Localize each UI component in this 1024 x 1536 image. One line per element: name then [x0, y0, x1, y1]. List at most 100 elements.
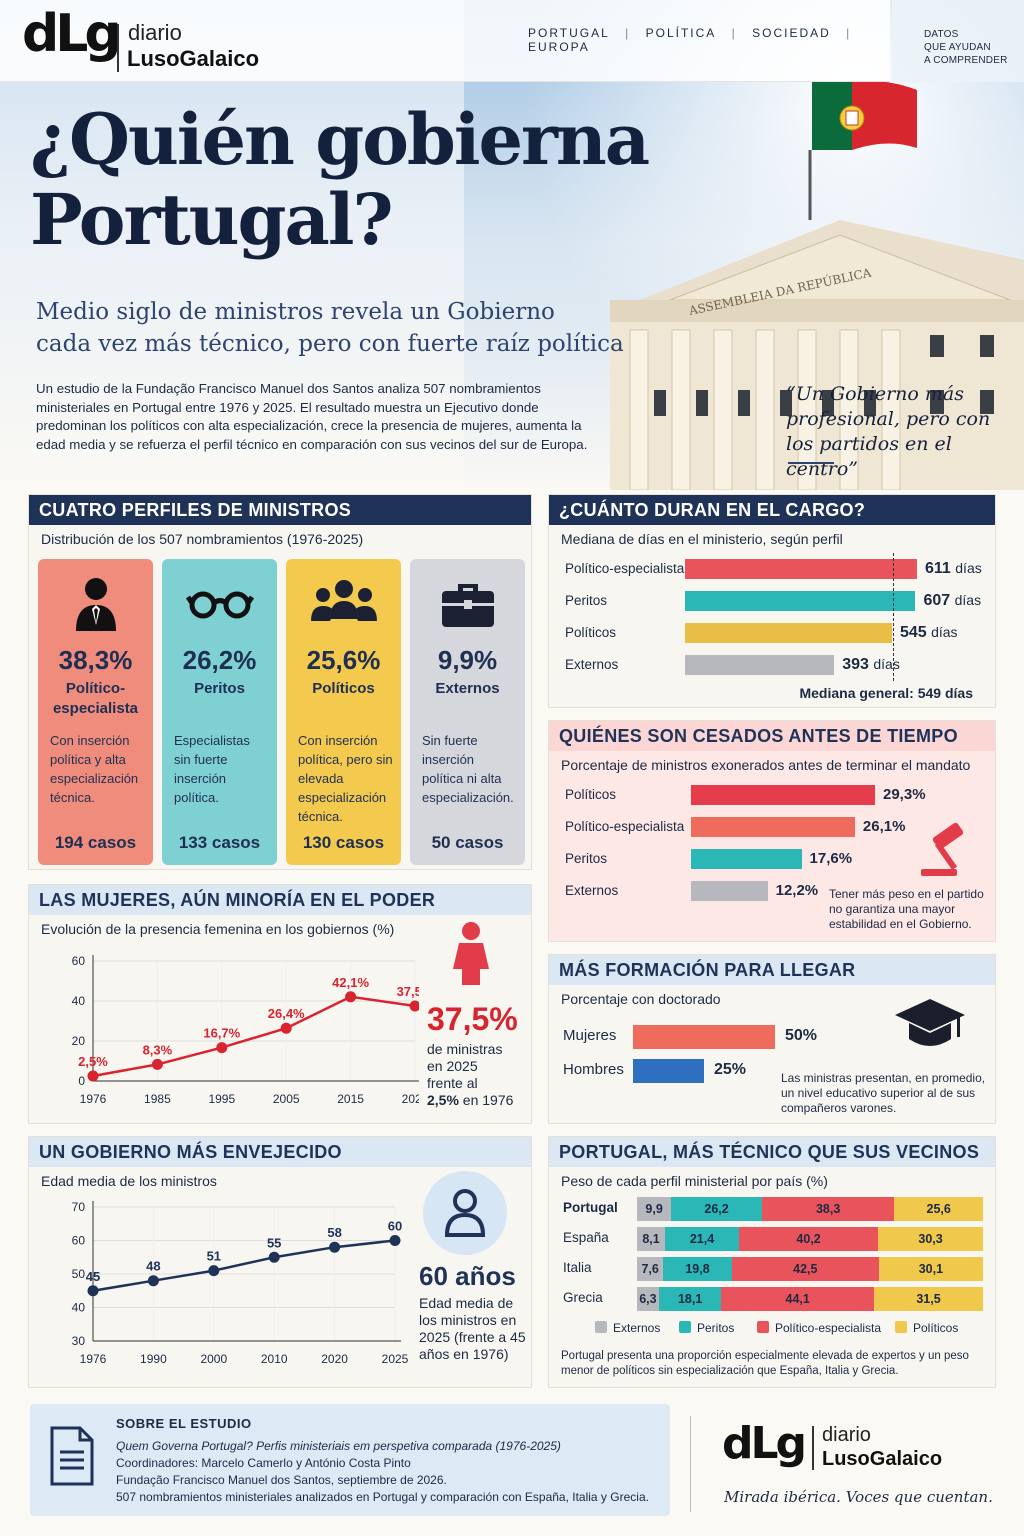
education-bar-label: Mujeres: [563, 1027, 617, 1044]
legend-item: Político-especialista: [757, 1321, 881, 1335]
stack-segment: 19,8: [663, 1257, 732, 1281]
dismissed-bar-value: 12,2%: [775, 882, 819, 899]
tenure-bar-value: 611 días: [925, 560, 982, 577]
top-bar: dLg diario LusoGalaico PORTUGAL | POLÍTI…: [0, 0, 890, 82]
study-title: Quem Governa Portugal? Perfis ministeria…: [116, 1439, 561, 1453]
legend-item: Peritos: [679, 1321, 734, 1335]
age-point: [268, 1251, 280, 1263]
legend-item: Externos: [595, 1321, 660, 1335]
footer-logo-word-bottom: LusoGalaico: [822, 1448, 943, 1470]
group-icon: [286, 573, 401, 633]
tenure-bar-label: Políticos: [565, 625, 617, 640]
footer-logo-mark: dLg: [722, 1418, 807, 1469]
logo-mark: dLg: [22, 4, 122, 64]
age-x-tick-label: 2000: [200, 1352, 227, 1366]
neighbors-note: Portugal presenta una proporción especia…: [561, 1350, 969, 1377]
age-subheading: Edad media de los ministros: [41, 1173, 217, 1189]
footer-logo-word-top: diario: [822, 1424, 871, 1446]
women-text-line: de ministras: [427, 1041, 503, 1057]
nav-item-europa[interactable]: EUROPA: [528, 40, 590, 54]
stack-segment: 44,1: [721, 1287, 874, 1311]
person-icon: [444, 1189, 486, 1237]
tenure-bar: [685, 623, 892, 643]
dismissed-subheading: Porcentaje de ministros exonerados antes…: [561, 757, 971, 773]
profile-percentage: 38,3%: [58, 645, 133, 675]
tenure-bar-label: Externos: [565, 657, 619, 672]
nav-item-portugal[interactable]: PORTUGAL: [528, 26, 610, 40]
profile-cases: 133 casos: [178, 833, 261, 852]
women-point: [409, 1000, 419, 1012]
tenure-median-line: [893, 553, 895, 681]
gavel-icon: [921, 822, 964, 876]
footer-motto: Mirada ibérica. Voces que cuentan.: [724, 1488, 993, 1506]
women-point: [345, 991, 357, 1003]
profile-percentage: 25,6%: [306, 645, 381, 675]
legend-label: Político-especialista: [775, 1321, 882, 1335]
age-data-label: 51: [207, 1249, 221, 1264]
profile-cases: 50 casos: [431, 833, 504, 852]
tagline-line: A COMPRENDER: [924, 55, 1008, 66]
tenure-bar-value: 607 días: [923, 592, 982, 609]
women-x-tick-label: 1976: [80, 1092, 107, 1106]
tenure-bar: [685, 655, 835, 675]
age-y-tick-label: 30: [72, 1334, 86, 1348]
age-x-tick-label: 2020: [321, 1352, 348, 1366]
age-panel: UN GOBIERNO MÁS ENVEJECIDO Edad media de…: [28, 1136, 532, 1388]
age-data-label: 58: [327, 1225, 341, 1240]
nav-item-sociedad[interactable]: SOCIEDAD: [752, 26, 831, 40]
education-panel: MÁS FORMACIÓN PARA LLEGAR Porcentaje con…: [548, 954, 996, 1124]
stack-country-label: Grecia: [563, 1290, 603, 1305]
study-coordinators: Coordinadores: Marcelo Camerlo y António…: [116, 1456, 411, 1470]
profile-name: Externos: [435, 680, 500, 697]
women-big-stat: 37,5%: [427, 1001, 518, 1037]
stack-segment: 21,4: [665, 1227, 740, 1251]
nav-item-politica[interactable]: POLÍTICA: [645, 26, 717, 40]
neighbors-panel: PORTUGAL, MÁS TÉCNICO QUE SUS VECINOS Pe…: [548, 1136, 996, 1388]
stack-country-label: Italia: [563, 1260, 592, 1275]
tenure-bar-label: Peritos: [565, 593, 608, 608]
tenure-bar-unit: días: [931, 624, 958, 640]
education-bar-label: Hombres: [563, 1061, 624, 1078]
stack-segment: 30,1: [878, 1257, 983, 1281]
profile-description: Especialistas sin fuerte inserción polít…: [174, 733, 250, 805]
tenure-heading: ¿CUÁNTO DURAN EN EL CARGO?: [549, 495, 995, 525]
profile-card: 26,2% Peritos Especialistas sin fuerte ins…: [162, 559, 277, 865]
age-point: [87, 1285, 99, 1297]
women-data-label: 37,5%: [397, 984, 419, 999]
age-line-chart: 30 40 50 60 70 1976 1990 2000 2010 2020 2025 45 48 51…: [72, 1200, 409, 1366]
age-point: [389, 1235, 401, 1246]
subtitle-line-2: cada vez más técnico, pero con fuerte ra…: [36, 331, 624, 357]
stack-country-label: Portugal: [563, 1200, 618, 1215]
legend-item: Políticos: [895, 1321, 958, 1335]
stack-segment: 42,5: [731, 1257, 879, 1281]
profiles-panel: CUATRO PERFILES DE MINISTROS Distribució…: [28, 494, 532, 870]
intro-paragraph: Un estudio de la Fundação Francisco Manu…: [36, 381, 588, 452]
women-x-tick-label: 1985: [144, 1092, 171, 1106]
logo-word-bottom: LusoGalaico: [127, 46, 260, 71]
women-data-label: 8,3%: [143, 1042, 173, 1057]
age-x-tick-label: 1990: [140, 1352, 167, 1366]
quote-underline: [788, 462, 834, 464]
footer-logo-divider: [812, 1426, 814, 1470]
nav-menu: PORTUGAL | POLÍTICA | SOCIEDAD | EUROPA: [528, 26, 890, 54]
education-note: Las ministras presentan, en promedio, un…: [781, 1071, 986, 1115]
education-bar: [633, 1025, 775, 1049]
stack-segment: 38,3: [761, 1197, 895, 1221]
profile-name: Políticos: [312, 680, 375, 697]
person-icon-circle: [423, 1171, 507, 1255]
women-stat-text: de ministras en 2025 frente al 2,5% en 1…: [427, 1041, 513, 1109]
title-line-2: Portugal?: [30, 178, 393, 261]
dismissed-bar-label: Políticos: [565, 787, 617, 802]
age-x-tick-label: 2025: [382, 1352, 409, 1366]
dismissed-bar: [691, 849, 802, 869]
profile-card: 9,9% Externos Sin fuerte inserción polític…: [410, 559, 525, 865]
age-data-label: 60: [388, 1219, 402, 1234]
page-subtitle: Medio siglo de ministros revela un Gobie…: [36, 296, 646, 360]
women-text-line: en 2025: [427, 1058, 478, 1074]
age-y-tick-label: 50: [72, 1267, 86, 1281]
women-line-chart: 0 20 40 60 1976 1985 1995 2005 2015 2025 2,5% 8,3% 1…: [72, 954, 419, 1106]
tenure-bar: [685, 591, 916, 611]
profile-description: Con inserción política, pero sin elevada…: [298, 733, 393, 824]
stack-segment: 31,5: [874, 1287, 983, 1311]
women-x-tick-label: 2005: [273, 1092, 300, 1106]
